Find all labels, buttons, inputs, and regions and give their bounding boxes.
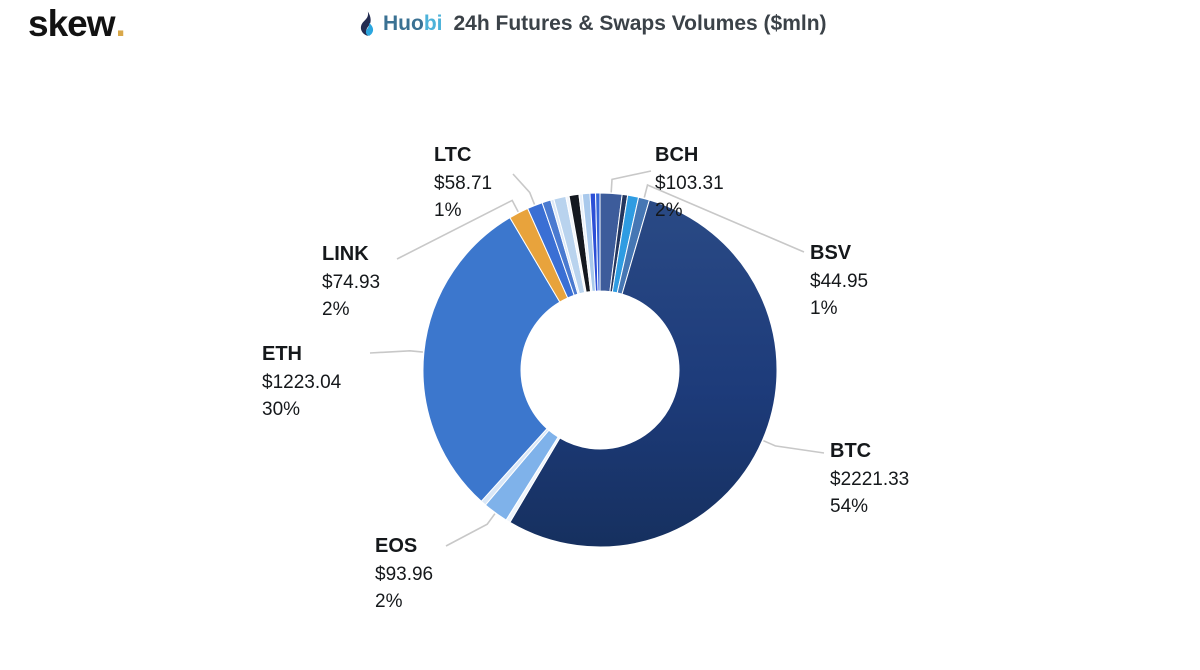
label-bsv: BSV $44.95 1% <box>810 240 868 323</box>
label-connectors <box>369 170 825 547</box>
huobi-wordmark-part1: Huo <box>383 12 424 35</box>
connector-link <box>396 199 519 260</box>
label-eos-amount: $93.96 <box>375 563 434 585</box>
huobi-flame-icon <box>360 11 374 36</box>
label-link-amount: $74.93 <box>322 271 381 293</box>
slice-other13[interactable] <box>595 192 601 292</box>
label-bch-pct: 2% <box>655 200 683 221</box>
label-btc-code: BTC <box>830 440 872 462</box>
label-eth-amount: $1223.04 <box>262 371 342 393</box>
label-bch: BCH $103.31 2% <box>655 142 724 225</box>
connector-ltc <box>512 173 536 205</box>
skew-logo-text: skew <box>28 3 116 44</box>
huobi-wordmark: Huobi <box>383 12 443 36</box>
connector-bch <box>610 170 652 193</box>
skew-logo-dot: . <box>115 3 126 44</box>
label-bsv-amount: $44.95 <box>810 270 869 292</box>
label-btc-amount: $2221.33 <box>830 468 910 490</box>
chart-header: Huobi 24h Futures & Swaps Volumes ($mln) <box>356 9 827 39</box>
chart-title: 24h Futures & Swaps Volumes ($mln) <box>453 12 827 35</box>
label-ltc-amount: $58.71 <box>434 172 493 194</box>
slice-eth[interactable] <box>422 216 561 502</box>
label-bsv-code: BSV <box>810 242 852 264</box>
label-btc-pct: 54% <box>830 496 869 517</box>
connector-eth <box>369 349 423 354</box>
label-eos-code: EOS <box>375 535 418 557</box>
label-link: LINK $74.93 2% <box>322 241 380 324</box>
label-eos: EOS $93.96 2% <box>375 533 433 616</box>
huobi-wordmark-part2: bi <box>423 12 443 35</box>
slice-btc[interactable] <box>509 199 778 548</box>
label-bsv-pct: 1% <box>810 298 838 319</box>
connector-eos <box>445 513 496 547</box>
label-ltc-pct: 1% <box>434 200 462 221</box>
label-bch-amount: $103.31 <box>655 172 724 194</box>
label-btc: BTC $2221.33 54% <box>830 438 909 521</box>
label-eth: ETH $1223.04 30% <box>262 341 341 424</box>
label-eos-pct: 2% <box>375 591 403 612</box>
label-ltc-code: LTC <box>434 144 472 166</box>
label-eth-code: ETH <box>262 343 302 365</box>
connector-btc <box>763 439 825 454</box>
label-link-pct: 2% <box>322 299 350 320</box>
label-link-code: LINK <box>322 243 369 265</box>
label-ltc: LTC $58.71 1% <box>434 142 492 225</box>
label-eth-pct: 30% <box>262 399 301 420</box>
skew-logo: skew. <box>28 2 126 46</box>
label-bch-code: BCH <box>655 144 699 166</box>
connector-bsv <box>643 183 805 253</box>
